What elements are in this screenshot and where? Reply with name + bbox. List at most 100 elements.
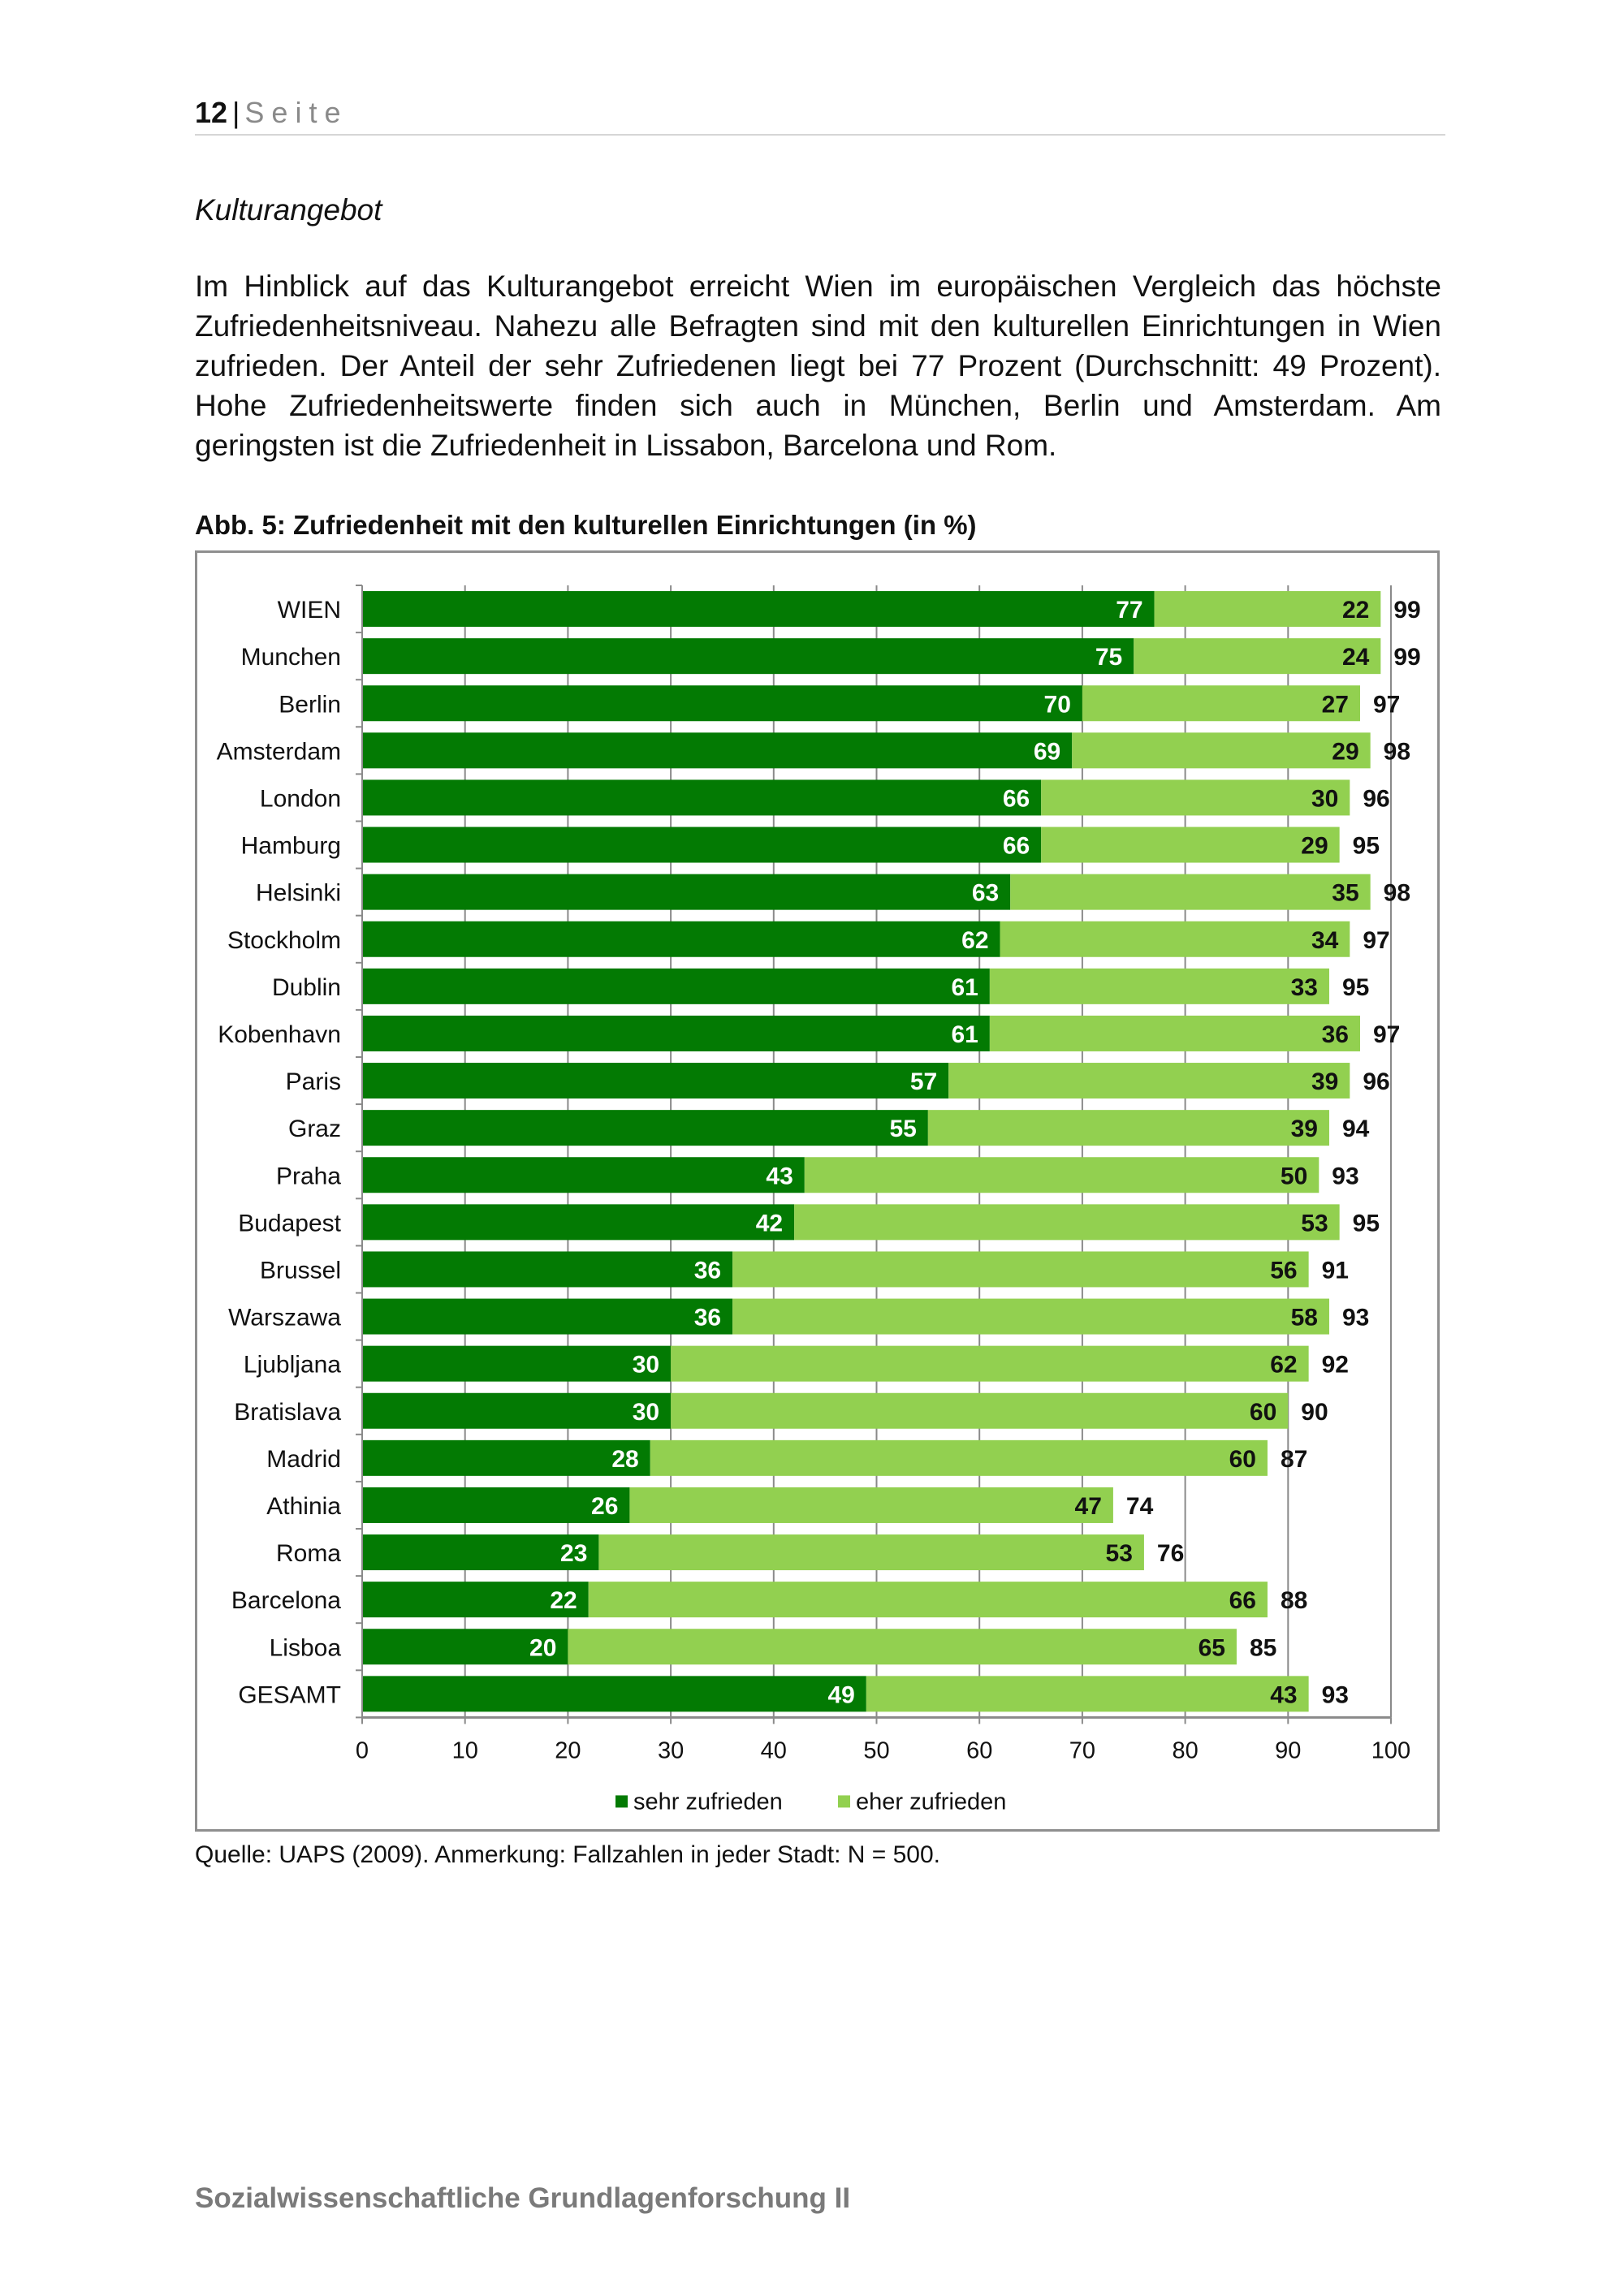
data-label: 28	[611, 1446, 638, 1473]
bar-eher-zufrieden	[1154, 591, 1381, 628]
bar-eher-zufrieden	[1000, 921, 1350, 957]
total-label: 96	[1363, 785, 1389, 812]
category-label: Barcelona	[231, 1587, 341, 1614]
category-label: London	[260, 785, 341, 812]
category-label: Munchen	[241, 644, 341, 671]
page-separator: |	[232, 96, 240, 129]
category-label: GESAMT	[238, 1681, 341, 1708]
bar-sehr-zufrieden	[362, 1204, 795, 1241]
bar-eher-zufrieden	[1082, 685, 1360, 722]
bar-eher-zufrieden	[1041, 826, 1340, 863]
data-label: 34	[1311, 927, 1339, 954]
category-label: Roma	[276, 1540, 341, 1567]
data-label: 50	[1281, 1163, 1307, 1189]
category-label: Dublin	[272, 974, 341, 1001]
data-label: 62	[961, 927, 988, 954]
bar-sehr-zufrieden	[362, 1157, 805, 1193]
x-tick-label: 90	[1275, 1737, 1301, 1763]
total-label: 85	[1250, 1634, 1276, 1661]
data-label: 33	[1291, 974, 1318, 1001]
legend-swatch-sehr-zufrieden	[615, 1795, 628, 1808]
total-label: 95	[1353, 1210, 1380, 1236]
bar-eher-zufrieden	[1072, 732, 1371, 769]
data-label: 30	[1311, 785, 1338, 812]
total-label: 76	[1157, 1540, 1184, 1567]
data-label: 58	[1291, 1305, 1318, 1331]
total-label: 90	[1301, 1399, 1328, 1426]
bar-sehr-zufrieden	[362, 779, 1042, 816]
data-label: 56	[1270, 1257, 1297, 1284]
data-label: 27	[1322, 691, 1349, 718]
bar-eher-zufrieden	[804, 1157, 1320, 1193]
category-label: Warszawa	[228, 1305, 341, 1331]
total-label: 93	[1342, 1305, 1369, 1331]
total-label: 99	[1393, 644, 1420, 671]
data-label: 36	[694, 1305, 721, 1331]
data-label: 62	[1270, 1352, 1297, 1379]
data-label: 47	[1075, 1493, 1102, 1520]
category-label: Graz	[288, 1116, 341, 1142]
bar-sehr-zufrieden	[362, 1063, 949, 1099]
page-footer: Sozialwissenschaftliche Grundlagenforsch…	[195, 2182, 851, 2214]
page-header: 12 | Seite	[195, 96, 348, 130]
chart-frame: 77 22 99 WIEN 75 24 99 Munchen 70 27 97 Berlin 69 29 9…	[195, 550, 1440, 1832]
legend-label: sehr zufrieden	[633, 1789, 783, 1815]
total-label: 93	[1332, 1163, 1358, 1189]
x-tick-label: 80	[1172, 1737, 1198, 1763]
category-label: Praha	[276, 1163, 341, 1189]
x-tick-label: 40	[761, 1737, 787, 1763]
total-label: 97	[1373, 691, 1400, 718]
category-label: Hamburg	[241, 833, 341, 860]
bar-eher-zufrieden	[794, 1204, 1340, 1241]
category-label: Brussel	[260, 1257, 341, 1284]
total-label: 74	[1126, 1493, 1154, 1520]
total-label: 95	[1353, 833, 1380, 860]
x-tick-label: 20	[555, 1737, 581, 1763]
total-label: 99	[1393, 597, 1420, 624]
bar-sehr-zufrieden	[362, 1015, 990, 1051]
total-label: 93	[1322, 1681, 1349, 1708]
total-label: 98	[1384, 738, 1410, 765]
bar-sehr-zufrieden	[362, 638, 1134, 675]
data-label: 66	[1003, 833, 1030, 860]
bar-eher-zufrieden	[1010, 874, 1371, 910]
x-tick-label: 10	[452, 1737, 478, 1763]
data-label: 29	[1332, 738, 1358, 765]
bar-sehr-zufrieden	[362, 1392, 672, 1429]
data-label: 22	[550, 1587, 577, 1614]
bar-sehr-zufrieden	[362, 1534, 599, 1571]
category-label: Stockholm	[227, 927, 341, 954]
data-label: 24	[1342, 644, 1370, 671]
bar-sehr-zufrieden	[362, 591, 1155, 628]
category-label: Madrid	[266, 1446, 341, 1473]
bar-sehr-zufrieden	[362, 921, 1000, 957]
data-label: 69	[1034, 738, 1060, 765]
page-label: Seite	[244, 96, 348, 129]
data-label: 39	[1311, 1068, 1338, 1095]
data-label: 20	[529, 1634, 556, 1661]
bar-eher-zufrieden	[671, 1392, 1289, 1429]
data-label: 63	[972, 880, 999, 907]
bar-eher-zufrieden	[989, 968, 1329, 1004]
x-tick-label: 60	[966, 1737, 992, 1763]
category-label: Berlin	[279, 691, 341, 718]
x-tick-label: 0	[356, 1737, 369, 1763]
bar-eher-zufrieden	[989, 1015, 1360, 1051]
data-label: 70	[1044, 691, 1071, 718]
total-label: 96	[1363, 1068, 1389, 1095]
bar-sehr-zufrieden	[362, 1629, 568, 1665]
category-label: WIEN	[278, 597, 341, 624]
total-label: 91	[1322, 1257, 1349, 1284]
data-label: 26	[591, 1493, 618, 1520]
bar-sehr-zufrieden	[362, 685, 1082, 722]
bar-sehr-zufrieden	[362, 1298, 733, 1335]
bar-sehr-zufrieden	[362, 826, 1042, 863]
body-paragraph: Im Hinblick auf das Kulturangebot erreic…	[195, 270, 1441, 462]
x-tick-label: 70	[1069, 1737, 1095, 1763]
data-label: 23	[560, 1540, 587, 1567]
data-label: 53	[1106, 1540, 1133, 1567]
data-label: 55	[889, 1116, 916, 1142]
data-label: 35	[1332, 880, 1358, 907]
bar-eher-zufrieden	[948, 1063, 1350, 1099]
data-label: 61	[951, 974, 978, 1001]
